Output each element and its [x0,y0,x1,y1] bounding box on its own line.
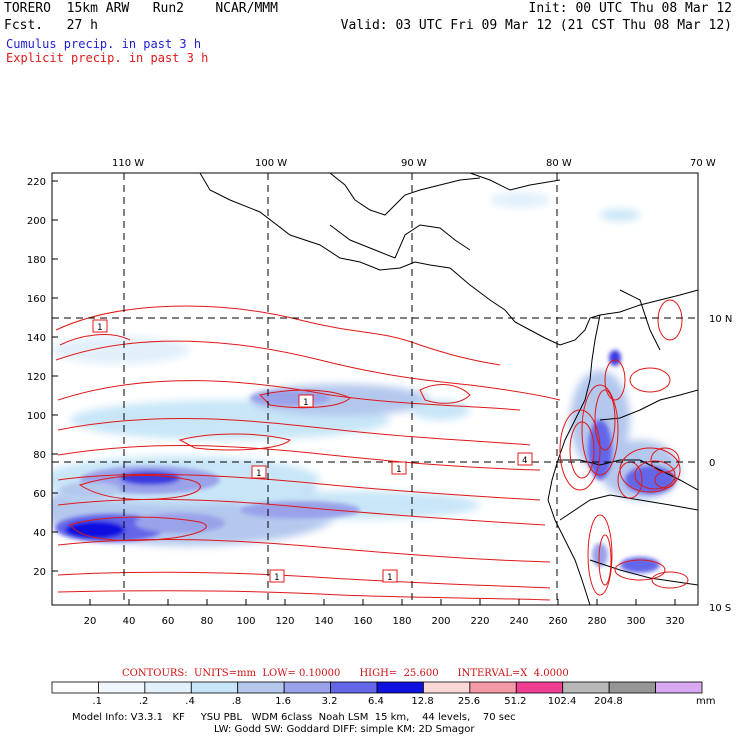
legend-swatch [190,681,239,694]
contours-info: CONTOURS: UNITS=mm LOW= 0.10000 HIGH= 25… [122,668,569,679]
legend-swatch [376,681,424,694]
legend-swatch [98,681,146,694]
legend-label: .1 [92,696,102,707]
forecast-hour: Fcst. 27 h [4,18,98,33]
x-index-labels: 20 40 60 80 100 120 140 160 180 200 220 … [84,616,685,627]
legend-swatch [469,681,517,694]
legend-swatch [562,681,610,694]
x-tick-label: 160 [353,616,372,627]
y-tick-label: 180 [27,255,46,266]
x-tick-label: 300 [626,616,645,627]
legend-label: .4 [185,696,195,707]
x-tick-label: 60 [162,616,175,627]
legend-label: 204.8 [594,696,623,707]
legend-swatch [515,681,564,694]
legend-label: 12.8 [411,696,434,707]
legend-label: 51.2 [504,696,527,707]
contour-label: 4 [522,456,527,466]
y-tick-label: 120 [27,372,46,383]
lon-label: 70 W [690,158,716,169]
tick-marks [52,180,676,605]
contour-label: 1 [387,573,392,583]
latlon-grid [52,173,698,605]
contour-label: 1 [97,323,102,333]
x-tick-label: 20 [84,616,97,627]
model-title: TORERO 15km ARW Run2 NCAR/MMM [4,1,278,16]
init-time: Init: 00 UTC Thu 08 Mar 12 [528,1,733,16]
lat-label: 10 S [709,603,731,614]
lon-label: 90 W [401,158,427,169]
legend-label: 25.6 [457,696,481,707]
color-legend [51,681,703,694]
x-tick-label: 180 [392,616,411,627]
lat-label: 10 N [709,314,732,325]
legend-label: .2 [138,696,149,707]
legend-swatch [144,681,192,694]
model-info-line2: LW: Godd SW: Goddard DIFF: simple KM: 2D… [214,724,475,735]
contour-label: 1 [396,465,401,475]
legend-label: 6.4 [368,696,384,707]
contour-value-labels: 1 1 1 1 4 1 1 [92,319,533,583]
legend-swatch [51,681,99,694]
contour-label: 1 [274,573,279,583]
model-info-line1: Model Info: V3.3.1 KF YSU PBL WDM 6class… [72,712,516,723]
explicit-precip-label: Explicit precip. in past 3 h [6,51,209,65]
x-tick-label: 200 [431,616,450,627]
lat-labels: 10 N 0 10 S [709,314,732,614]
x-tick-label: 100 [236,616,255,627]
y-index-labels: 220 200 180 160 140 120 100 80 60 40 20 [27,177,46,578]
legend-swatch [283,681,331,694]
contour-label: 1 [256,469,261,479]
legend-swatch [608,681,656,694]
lon-label: 80 W [546,158,572,169]
contour-label: 1 [303,398,308,408]
x-tick-label: 140 [314,616,333,627]
y-tick-label: 140 [27,333,46,344]
y-tick-label: 80 [33,450,46,461]
valid-time: Valid: 03 UTC Fri 09 Mar 12 (21 CST Thu … [340,18,732,33]
x-tick-label: 80 [201,616,214,627]
lon-label: 100 W [255,158,287,169]
x-tick-label: 120 [275,616,294,627]
x-tick-label: 220 [470,616,489,627]
legend-label: 102.4 [547,696,577,707]
legend-swatch [423,681,471,694]
legend-swatch [330,681,378,694]
legend-swatch [237,681,285,694]
x-tick-label: 320 [665,616,684,627]
y-tick-label: 40 [33,528,46,539]
y-tick-label: 20 [33,567,46,578]
x-tick-label: 40 [123,616,136,627]
lon-labels: 110 W 100 W 90 W 80 W 70 W [112,158,716,169]
plot-frame [51,172,699,606]
coastlines [199,173,698,605]
legend-swatch [655,681,703,694]
lon-label: 110 W [112,158,144,169]
x-tick-label: 240 [509,616,528,627]
legend-label: .8 [231,696,242,707]
y-tick-label: 200 [27,216,46,227]
legend-unit: mm [696,696,716,707]
y-tick-label: 160 [27,294,46,305]
lat-label: 0 [709,458,715,469]
cumulus-precip-label: Cumulus precip. in past 3 h [6,37,202,51]
y-tick-label: 100 [27,411,46,422]
legend-label: 3.2 [321,696,338,707]
x-tick-label: 260 [548,616,567,627]
y-tick-label: 60 [33,489,46,500]
y-tick-label: 220 [27,177,46,188]
x-tick-label: 280 [587,616,606,627]
legend-label: 1.6 [275,696,292,707]
explicit-precip-contours [55,305,561,601]
